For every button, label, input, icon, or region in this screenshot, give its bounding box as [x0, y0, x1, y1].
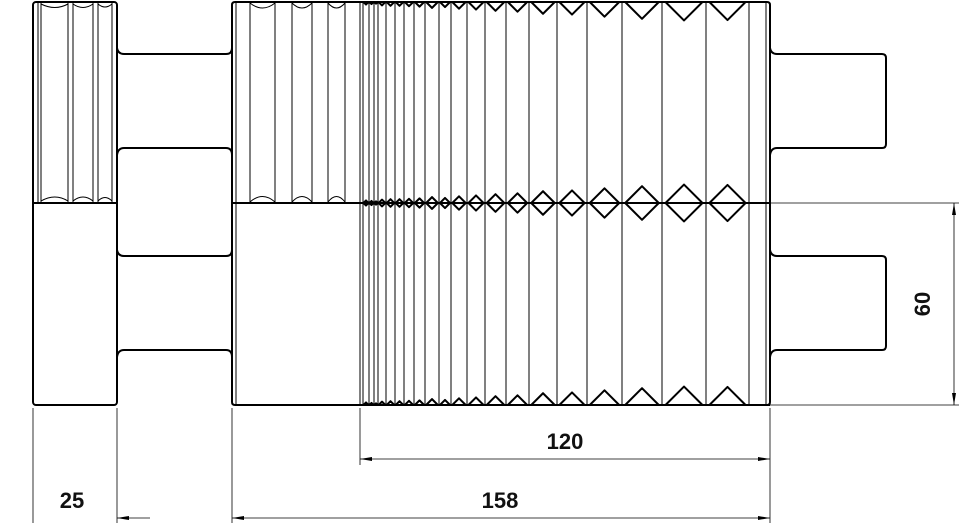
top-notch [624, 1, 660, 20]
dim-half-height: 60 [910, 292, 935, 316]
top-notch [377, 1, 387, 7]
part-outline [32, 1, 887, 406]
left-shaft-bottom [116, 249, 233, 257]
top-notch [395, 1, 404, 7]
dim-groove-length: 120 [547, 429, 584, 454]
right-shaft-bottom [769, 249, 887, 358]
top-notch [386, 1, 395, 7]
top-notch [485, 1, 506, 12]
top-notch [589, 1, 620, 18]
dimensions: 25 158 120 60 [32, 202, 959, 523]
top-notch [414, 1, 425, 8]
diamond-grooves [359, 1, 770, 406]
top-notch [507, 1, 528, 13]
rounded-groove [327, 2, 346, 203]
dim-body-length: 158 [482, 488, 519, 513]
rounded-grooves [249, 2, 361, 203]
top-notch [708, 1, 747, 22]
top-notch [362, 1, 370, 6]
rounded-groove [249, 2, 276, 203]
bottom-zigzag [360, 385, 770, 406]
top-notch [558, 1, 586, 16]
top-notch [439, 1, 451, 9]
top-notch [425, 1, 439, 9]
left-shaft-top [116, 47, 233, 55]
top-notch [404, 1, 414, 8]
top-notch [451, 1, 467, 10]
top-notch [368, 1, 375, 6]
dim-disk-width: 25 [60, 488, 84, 513]
right-shaft-top [769, 47, 887, 156]
top-notch [664, 1, 704, 22]
rounded-groove [291, 2, 313, 203]
top-notch [467, 1, 485, 11]
top-notch [530, 1, 556, 15]
top-notch [373, 1, 379, 5]
